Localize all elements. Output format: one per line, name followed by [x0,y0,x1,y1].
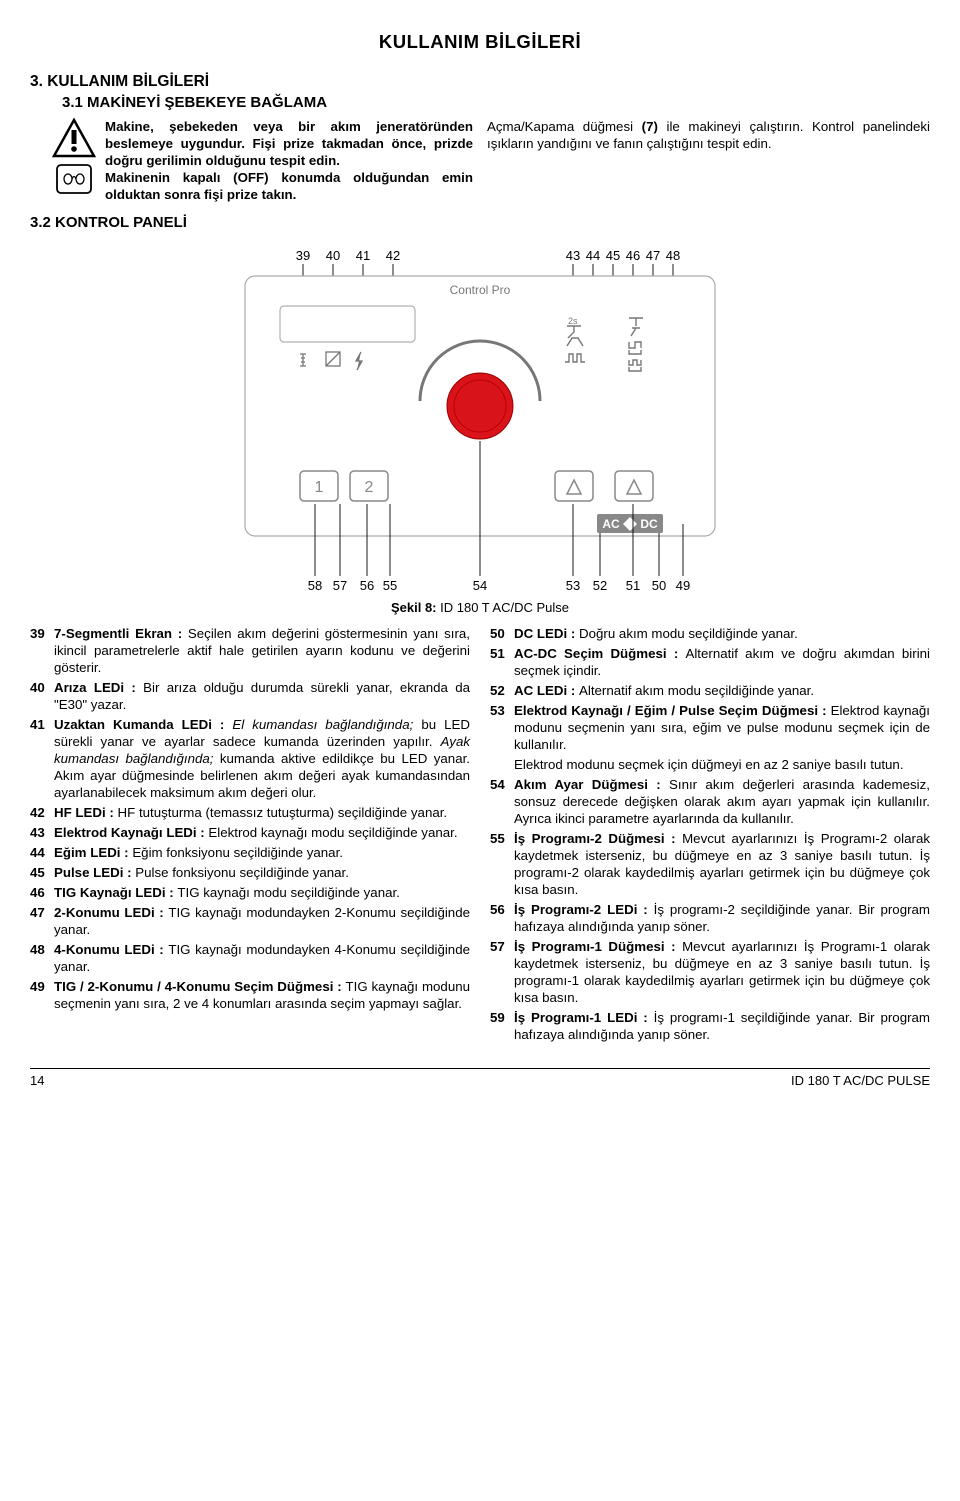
ac-dc-toggle[interactable]: AC DC [597,514,663,533]
svg-text:2s: 2s [568,316,578,326]
fig-num-46: 46 [626,248,640,263]
left-column: 397-Segmentli Ekran : Seçilen akım değer… [30,625,470,1046]
fig-num-58: 58 [308,578,322,593]
fig-num-41: 41 [356,248,370,263]
dc-label: DC [640,517,658,531]
fig-num-52: 52 [593,578,607,593]
warning-triangle-icon [52,118,96,158]
warn-icons [52,118,96,194]
fig-num-57: 57 [333,578,347,593]
page-footer: 14 ID 180 T AC/DC PULSE [30,1068,930,1090]
model-name: ID 180 T AC/DC PULSE [791,1073,930,1090]
fig-num-50: 50 [652,578,666,593]
fig-num-45: 45 [606,248,620,263]
right-top-text: Açma/Kapama düğmesi (7) ile makineyi çal… [487,119,930,151]
panel-control-pro: Control Pro [450,283,511,297]
fig-num-39: 39 [296,248,310,263]
plug-icon [56,164,92,194]
section-31-title: 3.1 MAKİNEYİ ŞEBEKEYE BAĞLAMA [62,93,930,112]
page-title: KULLANIM BİLGİLERİ [30,30,930,54]
right-column: 50DC LEDi : Doğru akım modu seçildiğinde… [490,625,930,1046]
fig-num-44: 44 [586,248,600,263]
figure-caption: Şekil 8: ID 180 T AC/DC Pulse [30,600,930,617]
warn-text-1: Makine, şebekeden veya bir akım jeneratö… [105,118,473,169]
fig-num-49: 49 [676,578,690,593]
fig-num-54: 54 [473,578,487,593]
fig-num-53: 53 [566,578,580,593]
fig-num-48: 48 [666,248,680,263]
page-number: 14 [30,1073,44,1090]
section-3-title: 3. KULLANIM BİLGİLERİ [30,72,930,92]
fig-num-42: 42 [386,248,400,263]
fig-num-47: 47 [646,248,660,263]
prog1-label: 1 [315,479,324,496]
section-32-title: 3.2 KONTROL PANELİ [30,213,473,232]
fig-num-55: 55 [383,578,397,593]
control-panel-figure: 39 40 41 42 43 44 45 46 47 48 Contr [30,246,930,596]
fig-num-40: 40 [326,248,340,263]
fig-num-56: 56 [360,578,374,593]
fig-num-43: 43 [566,248,580,263]
warn-text-2: Makinenin kapalı (OFF) konumda olduğunda… [105,169,473,203]
fig-num-51: 51 [626,578,640,593]
ac-label: AC [602,517,620,531]
prog2-label: 2 [365,479,374,496]
item53-extra: Elektrod modunu seçmek için düğmeyi en a… [490,756,930,773]
warning-text: Makine, şebekeden veya bir akım jeneratö… [105,118,473,203]
